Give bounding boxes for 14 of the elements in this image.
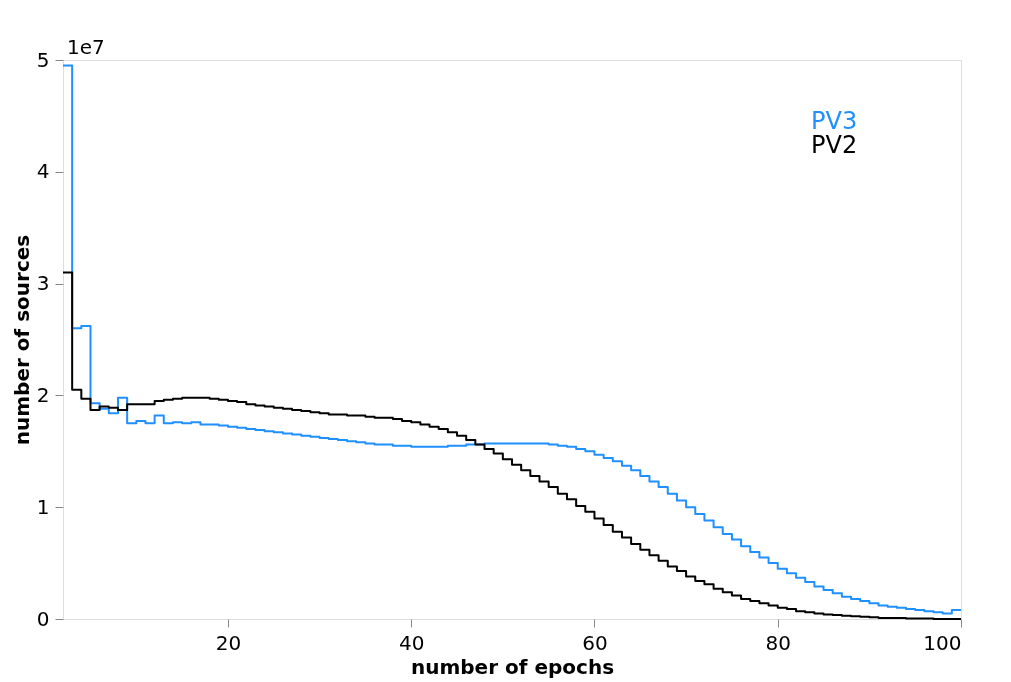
y-tick-label: 5	[36, 47, 50, 72]
y-tick-label: 2	[36, 382, 50, 407]
y-tick-label: 4	[36, 159, 50, 184]
y-tick-label: 3	[36, 271, 50, 296]
x-tick-label: 80	[765, 630, 791, 655]
y-tick-label: 1	[36, 494, 50, 519]
x-tick-label: 60	[582, 630, 608, 655]
text: 1e7	[67, 35, 105, 59]
x-axis-title: number of epochs	[410, 654, 615, 679]
y-axis-title: number of sources	[9, 234, 34, 446]
x-tick-label: 20	[215, 630, 242, 655]
y-tick-label: 0	[36, 606, 50, 631]
x-tick-label: 100	[923, 630, 962, 655]
x-tick-label: 40	[398, 630, 425, 655]
